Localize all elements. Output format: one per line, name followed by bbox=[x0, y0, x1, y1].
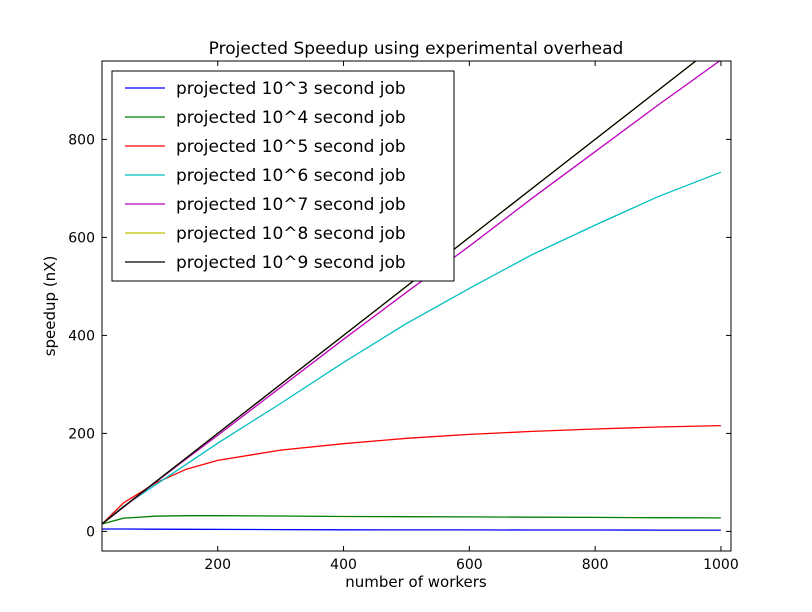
x-tick-label: 600 bbox=[456, 557, 483, 573]
series-line-1 bbox=[102, 528, 721, 531]
legend-label-2: projected 10^4 second job bbox=[176, 108, 406, 128]
x-tick-label: 1000 bbox=[703, 557, 739, 573]
x-tick-label: 800 bbox=[582, 557, 609, 573]
legend-label-4: projected 10^6 second job bbox=[176, 166, 406, 186]
legend-label-5: projected 10^7 second job bbox=[176, 195, 406, 215]
x-tick-label: 400 bbox=[330, 557, 357, 573]
legend-box bbox=[111, 70, 455, 282]
series-line-7 bbox=[102, 61, 697, 525]
series-line-2 bbox=[102, 515, 721, 525]
x-tick-label: 200 bbox=[204, 557, 231, 573]
legend-label-7: projected 10^9 second job bbox=[176, 253, 406, 273]
chart-title: Projected Speedup using experimental ove… bbox=[209, 39, 624, 59]
y-axis-label: speedup (nX) bbox=[41, 256, 59, 357]
y-tick-label: 800 bbox=[68, 132, 95, 148]
series-line-3 bbox=[102, 424, 721, 525]
axis-ticks: 200 400 600 800 1000 0 200 400 600 800 bbox=[68, 61, 739, 573]
y-tick-label: 0 bbox=[86, 524, 95, 540]
series-lines bbox=[102, 61, 722, 531]
plot-frame bbox=[101, 60, 732, 552]
series-line-4 bbox=[102, 171, 722, 525]
legend-label-6: projected 10^8 second job bbox=[176, 224, 406, 244]
legend: projected 10^3 second job projected 10^4 … bbox=[111, 70, 455, 282]
x-axis-label: number of workers bbox=[345, 573, 487, 591]
legend-label-1: projected 10^3 second job bbox=[176, 79, 406, 99]
y-tick-label: 400 bbox=[68, 328, 95, 344]
legend-label-3: projected 10^5 second job bbox=[176, 137, 406, 157]
y-tick-label: 200 bbox=[68, 426, 95, 442]
y-tick-label: 600 bbox=[68, 230, 95, 246]
